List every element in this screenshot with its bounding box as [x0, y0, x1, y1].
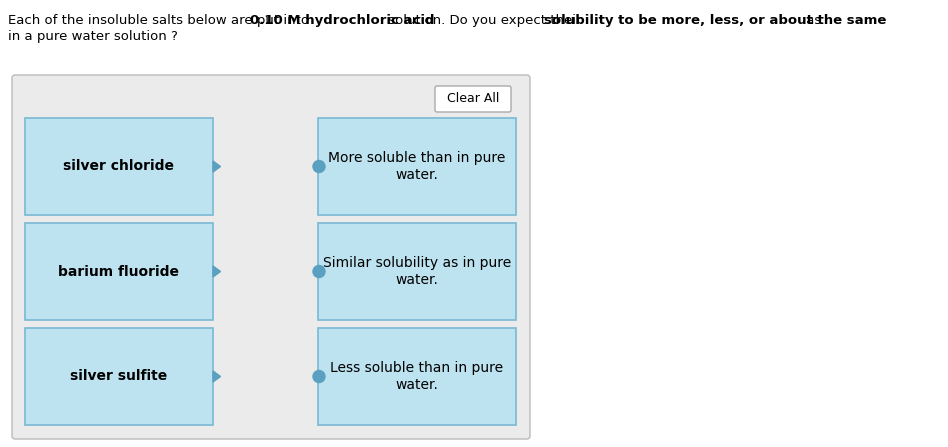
FancyBboxPatch shape	[25, 223, 213, 320]
FancyBboxPatch shape	[25, 118, 213, 215]
FancyBboxPatch shape	[318, 223, 516, 320]
FancyBboxPatch shape	[12, 75, 530, 439]
Text: solubility to be more, less, or about the same: solubility to be more, less, or about th…	[544, 14, 886, 27]
Text: in a pure water solution ?: in a pure water solution ?	[8, 30, 178, 43]
Circle shape	[313, 160, 325, 173]
Text: Each of the insoluble salts below are put into: Each of the insoluble salts below are pu…	[8, 14, 313, 27]
Text: solution. Do you expect their: solution. Do you expect their	[385, 14, 586, 27]
FancyBboxPatch shape	[25, 328, 213, 425]
FancyBboxPatch shape	[318, 328, 516, 425]
Text: Clear All: Clear All	[447, 93, 500, 105]
Polygon shape	[213, 161, 221, 172]
Text: silver chloride: silver chloride	[64, 160, 174, 173]
Text: Similar solubility as in pure
water.: Similar solubility as in pure water.	[323, 257, 511, 287]
FancyBboxPatch shape	[435, 86, 511, 112]
Text: 0.10 M hydrochloric acid: 0.10 M hydrochloric acid	[250, 14, 434, 27]
Text: as: as	[802, 14, 821, 27]
Text: More soluble than in pure
water.: More soluble than in pure water.	[328, 152, 505, 181]
Polygon shape	[213, 266, 221, 277]
Text: silver sulfite: silver sulfite	[70, 370, 168, 384]
Circle shape	[313, 266, 325, 278]
FancyBboxPatch shape	[318, 118, 516, 215]
Polygon shape	[213, 371, 221, 382]
Text: barium fluoride: barium fluoride	[59, 265, 179, 278]
Circle shape	[313, 371, 325, 383]
Text: Less soluble than in pure
water.: Less soluble than in pure water.	[331, 362, 503, 392]
